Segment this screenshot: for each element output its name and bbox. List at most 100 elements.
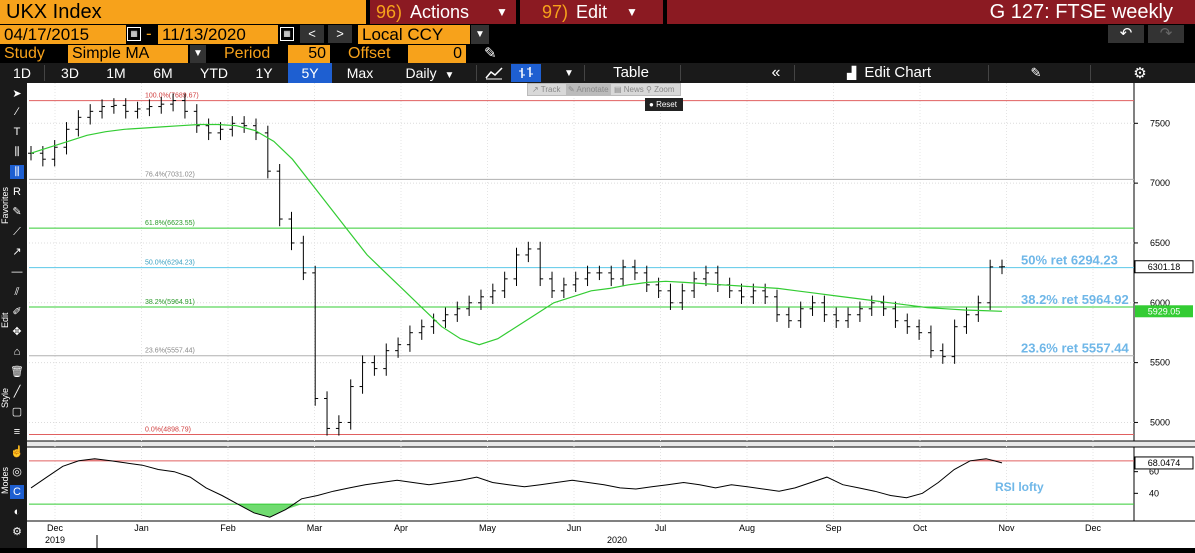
chart-background [27,83,1195,548]
timeframe-1d[interactable]: 1D [13,65,31,81]
edit-menu[interactable]: 97) Edit ▼ [520,0,663,24]
period-field[interactable]: 50 [288,45,330,63]
currency-dropdown-button[interactable]: ▼ [471,25,489,44]
prev-period-button[interactable]: < [300,25,324,43]
x-tick-label: Sep [825,523,841,533]
link-mode-icon[interactable]: C [10,485,24,499]
fibonacci-icon[interactable]: ⫼ [14,146,20,158]
y-tick-label: 7500 [1150,118,1170,128]
move-icon[interactable]: ✥ [12,326,22,338]
calendar-icon[interactable]: ▦ [127,27,141,41]
timeframe-max[interactable]: Max [346,65,374,81]
date-range-row: 04/17/2015 ▦ - 11/13/2020 ▦ < > Local CC… [0,24,1195,44]
fib-selected-icon[interactable]: ⫼ [10,165,24,179]
trendline-icon[interactable]: ⟋ [13,226,21,238]
settings-gear-icon[interactable]: ⚙ [12,526,22,538]
x-tick-label: Dec [47,523,64,533]
reset-button[interactable]: ● Reset [645,98,683,111]
next-period-button[interactable]: > [328,25,352,43]
news-tool[interactable]: ▤ News [614,85,644,94]
redo-button[interactable]: ↷ [1148,25,1184,43]
offset-label: Offset [348,45,391,62]
ticker-text: UKX Index [6,1,102,23]
ma-value-box [1135,305,1193,318]
x-tick-label: Feb [220,523,236,533]
rsi-last-label: 68.0474 [1148,458,1181,468]
graph-title-bar: G 127: FTSE weekly [667,0,1195,24]
annotate-pencil-icon[interactable]: ✎ [1030,65,1042,80]
style-label: Style [0,388,10,409]
zoom-label: Zoom [654,85,675,94]
chart-overlay-toolbar: ↗ Track ✎ Annotate ▤ News ⚲ Zoom [527,83,681,96]
x-tick-label: Apr [394,523,408,533]
pointer-mode-icon[interactable]: ☝ [10,446,24,458]
undo-button[interactable]: ↶ [1108,25,1144,43]
end-date-field[interactable]: 11/13/2020 [158,25,278,44]
edit-chart-button[interactable]: ▟ Edit Chart [830,63,948,83]
table-button[interactable]: Table [613,64,649,81]
chart-area[interactable]: 7500 7000 6500 6000 5500 5000 Dec Jan Feb Mar Apr M… [27,83,1195,548]
timeframe-1m[interactable]: 1M [106,65,126,81]
offset-field[interactable]: 0 [408,45,466,63]
fill-color-icon[interactable]: ▢ [11,406,23,418]
pencil-icon[interactable]: ✎ [484,45,497,62]
currency-select[interactable]: Local CCY [358,25,470,44]
annotate-tool[interactable]: ✎ Annotate [566,84,611,95]
text-tool-icon[interactable]: T [13,126,21,138]
moving-average-line [30,123,1003,346]
crosshair-mode-icon[interactable]: ◎ [12,466,22,478]
cursor-icon[interactable]: ➤ [12,88,22,100]
gear-icon[interactable]: ⚙ [1133,65,1147,82]
study-dropdown-button[interactable]: ▼ [190,45,206,63]
study-text: Simple MA [72,45,150,62]
y-tick-label: 7000 [1150,178,1170,188]
channel-icon[interactable]: ⫽ [14,286,20,298]
trash-icon[interactable]: 🗑 [10,366,24,378]
timeframe-3d[interactable]: 3D [61,65,79,81]
brush-icon[interactable]: ✐ [12,306,22,318]
timeframe-1y[interactable]: 1Y [255,65,273,81]
line-chart-button[interactable] [480,64,508,82]
pen-icon[interactable]: ✎ [12,206,22,218]
period-label: Period [224,45,271,62]
timeframe-toolbar: 1D 3D 1M 6M YTD 1Y 5Y Max Daily ▼ ▼ Tabl… [0,63,1195,83]
price-chart-svg[interactable]: 7500 7000 6500 6000 5500 5000 Dec Jan Feb Mar Apr M… [27,83,1195,548]
currency-text: Local CCY [362,25,444,44]
edit-label: Edit [576,2,608,22]
timeframe-5y[interactable]: 5Y [288,63,332,83]
magnet-icon[interactable]: ⌂ [13,346,21,358]
fib-level-label: 0.0%(4898.79) [145,427,191,434]
zoom-tool[interactable]: ⚲ Zoom [646,85,675,94]
study-select[interactable]: Simple MA [68,45,188,63]
chart-type-dropdown[interactable]: ▼ [564,67,574,79]
period-text: 50 [308,45,326,62]
timeframe-ytd[interactable]: YTD [200,65,228,81]
timeframe-6m[interactable]: 6M [153,65,173,81]
collapse-left-icon[interactable]: « [771,64,781,81]
edit-chart-label: Edit Chart [864,64,932,81]
draw-line-icon[interactable]: ∕ [16,106,18,118]
fib-level-label: 61.8%(6623.55) [145,220,195,227]
ray-icon[interactable]: ↗ [12,246,22,258]
track-label: Track [540,85,561,94]
panel-separator [27,441,1195,447]
bar-chart-button[interactable] [511,64,541,82]
track-tool[interactable]: ↗ Track [532,85,561,94]
line-width-icon[interactable]: ≡ [13,426,21,438]
frequency-select[interactable]: Daily ▼ [390,63,470,83]
rsi-oversold-fill [31,504,1002,518]
line-style-icon[interactable]: ╱ [13,386,21,398]
x-tick-label: Jan [134,523,149,533]
calendar-icon[interactable]: ▦ [280,27,294,41]
annotate-label: Annotate [576,85,609,94]
ohlc-bar-icon [519,67,533,78]
line-chart-icon [485,67,503,80]
retracement-icon[interactable]: R [13,186,21,198]
snap-icon[interactable]: ◐ [13,506,21,518]
horizontal-line-icon[interactable]: — [11,266,23,278]
edit-label: Edit [0,312,10,328]
y-tick-label: 6000 [1150,298,1170,308]
ticker-field[interactable]: UKX Index [0,0,366,24]
actions-menu[interactable]: 96) Actions ▼ [370,0,516,24]
start-date-field[interactable]: 04/17/2015 [0,25,126,44]
